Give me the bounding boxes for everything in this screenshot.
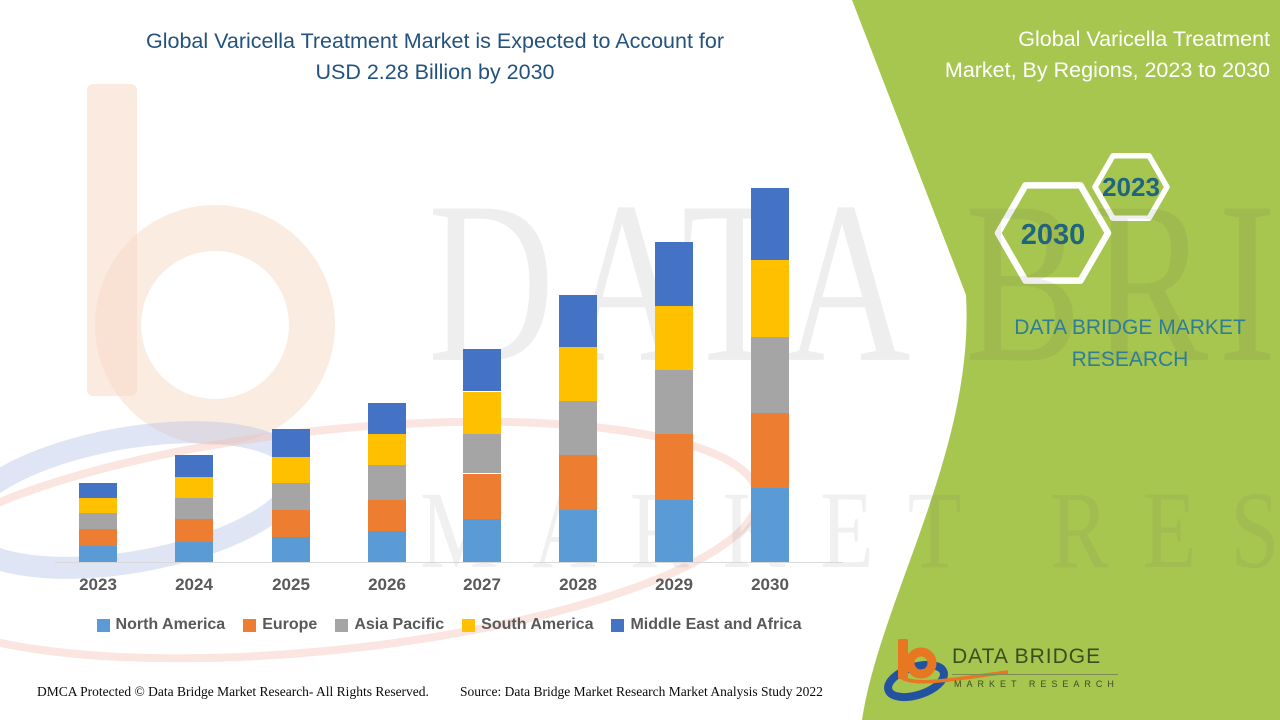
bar-segment-south-america <box>175 476 213 498</box>
bar-segment-europe <box>368 499 406 531</box>
chart-title-line2: USD 2.28 Billion by 2030 <box>315 60 555 84</box>
x-axis-label-2023: 2023 <box>79 575 117 594</box>
bar-segment-south-america <box>751 260 789 338</box>
chart-legend: North America Europe Asia Pacific South Ame… <box>55 616 843 634</box>
bar-segment-europe <box>79 529 117 546</box>
bar-segment-north-america <box>463 519 501 562</box>
databridge-logo-divider <box>952 674 1118 675</box>
legend-item-north-america: North America <box>96 616 226 634</box>
bar-segment-south-america <box>655 306 693 371</box>
bar-segment-south-america <box>272 457 310 484</box>
legend-item-asia-pacific: Asia Pacific <box>335 616 444 634</box>
bar-segment-north-america <box>368 530 406 562</box>
bar-2029: 2029 <box>655 142 693 594</box>
x-axis-label-2025: 2025 <box>272 575 310 594</box>
bar-segment-asia-pacific <box>368 465 406 500</box>
bar-segment-asia-pacific <box>79 512 117 530</box>
bar-segment-middle-east-and-africa <box>175 455 213 477</box>
bar-segment-middle-east-and-africa <box>368 402 406 435</box>
x-axis-label-2028: 2028 <box>559 575 597 594</box>
bar-segment-europe <box>655 434 693 500</box>
databridge-logo-tagline: MARKET RESEARCH <box>954 679 1119 689</box>
side-panel-title-line2: Market, By Regions, 2023 to 2030 <box>944 58 1270 82</box>
bar-segment-north-america <box>559 509 597 562</box>
x-axis-label-2029: 2029 <box>655 575 693 594</box>
bar-2023: 2023 <box>79 142 117 594</box>
hexagon-2030 <box>994 182 1112 284</box>
chart-title: Global Varicella Treatment Market is Exp… <box>70 26 800 88</box>
bar-segment-south-america <box>79 498 117 513</box>
databridge-logo-icon <box>884 639 1009 702</box>
legend-swatch-icon <box>243 618 257 632</box>
bar-2026: 2026 <box>368 142 406 594</box>
legend-label: South America <box>481 616 594 633</box>
bar-segment-middle-east-and-africa <box>79 483 117 498</box>
bar-segment-middle-east-and-africa <box>272 429 310 457</box>
bar-2027: 2027 <box>463 142 501 594</box>
brand-text: DATA BRIDGE MARKET RESEARCH <box>985 312 1275 376</box>
bar-2024: 2024 <box>175 142 213 594</box>
bar-segment-europe <box>559 455 597 510</box>
chart-title-line1: Global Varicella Treatment Market is Exp… <box>146 29 724 53</box>
bar-segment-north-america <box>655 499 693 562</box>
bar-segment-asia-pacific <box>655 370 693 435</box>
legend-label: Asia Pacific <box>354 616 445 633</box>
x-axis-label-2030: 2030 <box>751 575 789 594</box>
x-axis-label-2026: 2026 <box>368 575 406 594</box>
bar-segment-europe <box>272 509 310 538</box>
bar-segment-south-america <box>463 391 501 435</box>
legend-item-south-america: South America <box>462 616 593 634</box>
legend-swatch-icon <box>96 618 110 632</box>
bar-segment-europe <box>751 412 789 489</box>
bar-2028: 2028 <box>559 142 597 594</box>
databridge-logo-name: DATA BRIDGE <box>952 645 1102 668</box>
hexagon-2023 <box>1092 153 1170 221</box>
bar-segment-europe <box>463 473 501 520</box>
x-axis-label-2027: 2027 <box>463 575 501 594</box>
legend-swatch-icon <box>611 618 625 632</box>
bar-segment-middle-east-and-africa <box>559 294 597 348</box>
bar-segment-south-america <box>368 434 406 466</box>
hexagon-badges <box>994 153 1170 284</box>
bar-chart-plot-area: 2023 2024 2025 2026 2027 2028 2029 2030 <box>55 142 843 594</box>
side-panel-title-line1: Global Varicella Treatment <box>1018 27 1270 51</box>
legend-label: North America <box>115 616 226 633</box>
green-side-panel <box>852 0 1280 720</box>
bar-segment-asia-pacific <box>559 401 597 456</box>
footer-source-text: Source: Data Bridge Market Research Mark… <box>460 684 823 699</box>
legend-swatch-icon <box>462 618 476 632</box>
footer-dmca-text: DMCA Protected © Data Bridge Market Rese… <box>37 684 429 699</box>
bar-segment-middle-east-and-africa <box>463 348 501 392</box>
bar-segment-europe <box>175 519 213 543</box>
bar-segment-north-america <box>79 545 117 562</box>
bar-segment-middle-east-and-africa <box>751 188 789 261</box>
bar-segment-north-america <box>272 537 310 562</box>
legend-item-europe: Europe <box>243 616 317 634</box>
hexagon-2023-label: 2023 <box>1102 172 1160 202</box>
bar-2025: 2025 <box>272 142 310 594</box>
bar-segment-asia-pacific <box>463 434 501 474</box>
x-axis-label-2024: 2024 <box>175 575 213 594</box>
legend-item-middle-east-and-africa: Middle East and Africa <box>611 616 801 634</box>
bar-segment-north-america <box>175 542 213 562</box>
bar-segment-middle-east-and-africa <box>655 242 693 307</box>
hexagon-2030-label: 2030 <box>1021 219 1086 251</box>
bar-segment-asia-pacific <box>272 483 310 510</box>
brand-text-line2: RESEARCH <box>1071 348 1189 371</box>
brand-text-line1: DATA BRIDGE MARKET <box>1014 316 1246 339</box>
legend-swatch-icon <box>335 618 349 632</box>
side-panel-title: Global Varicella Treatment Market, By Re… <box>850 24 1270 86</box>
bar-segment-north-america <box>751 488 789 562</box>
bar-segment-south-america <box>559 347 597 402</box>
legend-label: Europe <box>262 616 318 633</box>
bar-segment-asia-pacific <box>175 498 213 520</box>
bar-2030: 2030 <box>751 142 789 594</box>
legend-label: Middle East and Africa <box>630 616 802 633</box>
bar-segment-asia-pacific <box>751 337 789 413</box>
